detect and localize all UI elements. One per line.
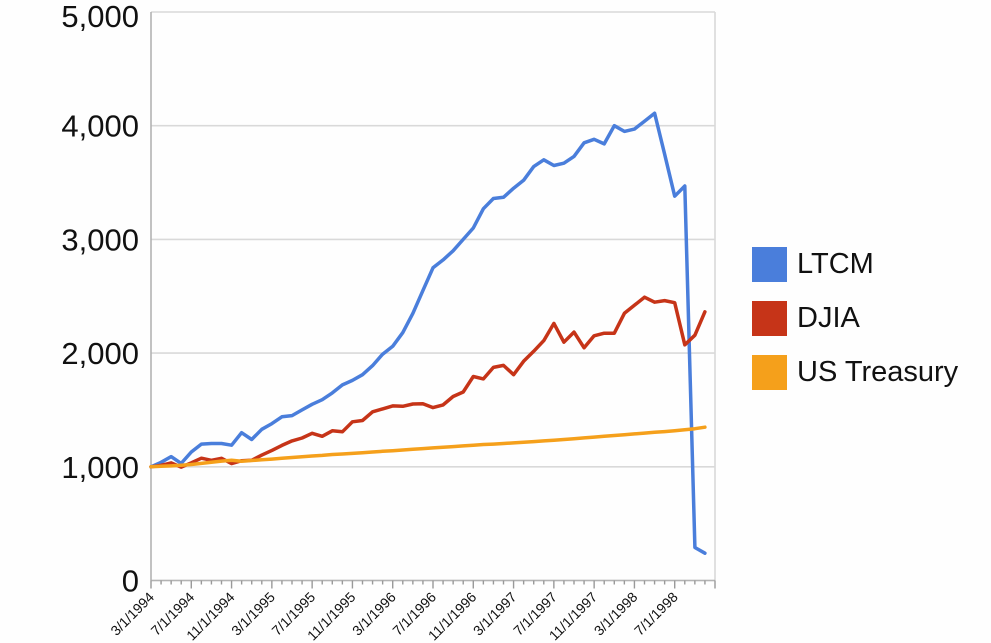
y-axis-label-5,000: 5,000 [61, 0, 139, 34]
series-line-ltcm [149, 111, 707, 555]
x-axis-label-7-1-1998: 7/1/1998 [631, 589, 681, 639]
djia-color-swatch [752, 301, 787, 336]
legend-item-djia: DJIA [752, 301, 958, 336]
series-line-us-treasury [149, 425, 707, 469]
y-axis-label-1,000: 1,000 [61, 450, 139, 485]
legend-item-us-treasury: US Treasury [752, 355, 958, 390]
x-axis-label-3-1-1997: 3/1/1997 [470, 589, 520, 639]
chart-legend: LTCM DJIA US Treasury [752, 247, 958, 390]
y-axis-label-0: 0 [122, 564, 139, 599]
y-axis-label-2,000: 2,000 [61, 336, 139, 371]
x-axis-label-3-1-1995: 3/1/1995 [228, 589, 278, 639]
legend-label-ltcm: LTCM [797, 248, 874, 280]
us-treasury-color-swatch [752, 355, 787, 390]
legend-item-ltcm: LTCM [752, 247, 958, 282]
x-axis-label-3-1-1998: 3/1/1998 [591, 589, 641, 639]
y-axis-label-4,000: 4,000 [61, 109, 139, 144]
y-axis-label-3,000: 3,000 [61, 222, 139, 257]
legend-label-djia: DJIA [797, 302, 860, 334]
x-axis-label-3-1-1996: 3/1/1996 [349, 589, 399, 639]
legend-label-us-treasury: US Treasury [797, 356, 959, 388]
ltcm-color-swatch [752, 247, 787, 282]
